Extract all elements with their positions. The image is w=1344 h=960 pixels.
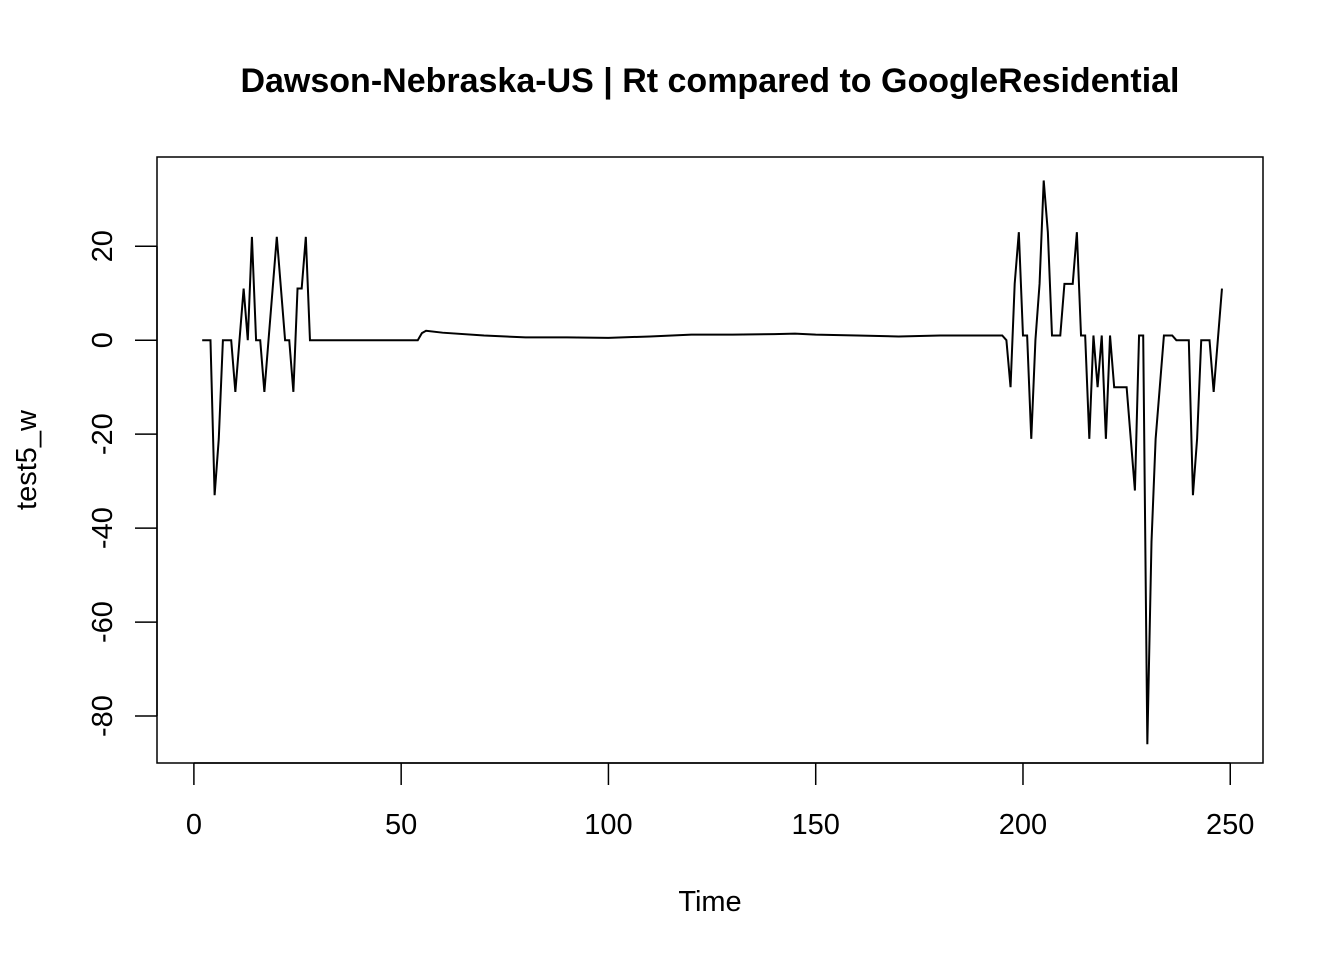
x-axis: 0 50 100 150 200 250: [186, 762, 1254, 841]
x-tick-label: 150: [792, 809, 840, 841]
x-axis-label: Time: [678, 886, 741, 918]
x-tick-label: 100: [584, 809, 632, 841]
y-tick-label: -20: [87, 413, 119, 455]
y-axis: -80 -60 -40 -20 0 20: [87, 230, 158, 737]
x-tick-label: 50: [385, 809, 417, 841]
x-tick-label: 0: [186, 809, 202, 841]
y-tick-label: -40: [87, 507, 119, 549]
y-tick-label: 0: [87, 332, 119, 348]
y-tick-label: -80: [87, 695, 119, 737]
x-tick-label: 250: [1206, 809, 1254, 841]
plot-area-border: [156, 156, 1264, 764]
y-axis-label: test5_w: [11, 409, 43, 510]
y-tick-label: -60: [87, 601, 119, 643]
chart-title: Dawson-Nebraska-US | Rt compared to Goog…: [240, 62, 1179, 100]
x-tick-label: 200: [999, 809, 1047, 841]
y-tick-label: 20: [87, 230, 119, 262]
series-line: [202, 180, 1223, 745]
